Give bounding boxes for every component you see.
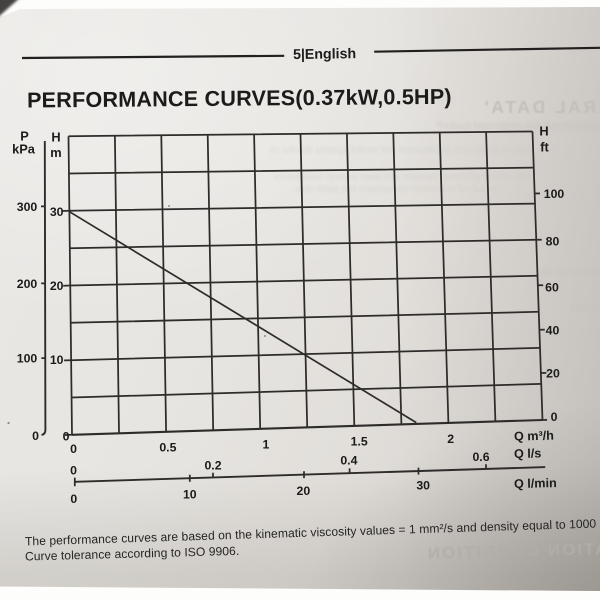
svg-text:0: 0 — [70, 492, 77, 506]
svg-text:Q m³/h: Q m³/h — [514, 429, 554, 444]
svg-text:0: 0 — [70, 442, 77, 456]
svg-text:20: 20 — [297, 484, 311, 498]
svg-text:INSTALLATION CONDITION: INSTALLATION CONDITION — [426, 537, 600, 563]
svg-text:m: m — [50, 145, 61, 160]
svg-text:1: 1 — [262, 438, 269, 452]
svg-text:siht ni debircsed snoitcurtsni: siht ni debircsed snoitcurtsni eht wollo… — [270, 144, 530, 156]
svg-text:0.5: 0.5 — [159, 440, 176, 454]
svg-text:erutuf rof ecnerefer sa launam: erutuf rof ecnerefer sa launam eht peek … — [296, 183, 500, 195]
svg-text:200: 200 — [17, 277, 38, 291]
svg-text:20: 20 — [50, 279, 64, 293]
svg-text:100: 100 — [544, 187, 565, 201]
svg-text:2: 2 — [447, 432, 454, 446]
svg-text:0.2: 0.2 — [204, 458, 221, 472]
svg-text:0: 0 — [70, 464, 77, 478]
svg-text:kPa: kPa — [12, 141, 36, 156]
svg-text:0.4: 0.4 — [340, 453, 357, 467]
svg-text:H: H — [51, 130, 60, 145]
svg-text:noitcennoc cilu: noitcennoc cilu — [538, 267, 600, 278]
svg-text:noitceS: noitceS — [570, 303, 600, 314]
svg-text:40: 40 — [546, 324, 560, 338]
svg-text:0.6: 0.6 — [472, 450, 489, 464]
svg-text:Q l/s: Q l/s — [514, 446, 542, 461]
svg-text:ft: ft — [540, 139, 549, 154]
svg-text:5|English: 5|English — [293, 46, 356, 63]
svg-text:PERFORMANCE CURVES(0.37kW,0.5H: PERFORMANCE CURVES(0.37kW,0.5HP) — [27, 84, 452, 113]
svg-text:10: 10 — [183, 487, 197, 501]
svg-text:30: 30 — [50, 205, 64, 219]
svg-text:noitacifitnedi dna noitpircsed: noitacifitnedi dna noitpircsed tcudorP — [436, 121, 600, 132]
svg-text:GENERAL DATA': GENERAL DATA' — [482, 97, 600, 117]
svg-text:Curve tolerance according to I: Curve tolerance according to ISO 9906. — [25, 544, 240, 564]
svg-text:0: 0 — [32, 429, 39, 443]
svg-text:eht erofeb ylluferac launam si: eht erofeb ylluferac launam siht daer es… — [274, 171, 530, 183]
svg-text:80: 80 — [546, 235, 560, 249]
svg-text:P: P — [20, 129, 29, 144]
svg-text:H: H — [539, 123, 548, 138]
svg-text:1.5: 1.5 — [351, 435, 368, 449]
svg-text:100: 100 — [17, 352, 38, 366]
svg-text:20: 20 — [546, 367, 560, 381]
svg-text:0: 0 — [551, 410, 558, 424]
svg-text:300: 300 — [17, 200, 38, 214]
svg-text:10: 10 — [50, 353, 64, 367]
svg-text:Q l/min: Q l/min — [514, 476, 557, 491]
svg-text:60: 60 — [545, 281, 559, 295]
svg-text:30: 30 — [416, 479, 430, 493]
svg-text:0: 0 — [63, 429, 70, 443]
